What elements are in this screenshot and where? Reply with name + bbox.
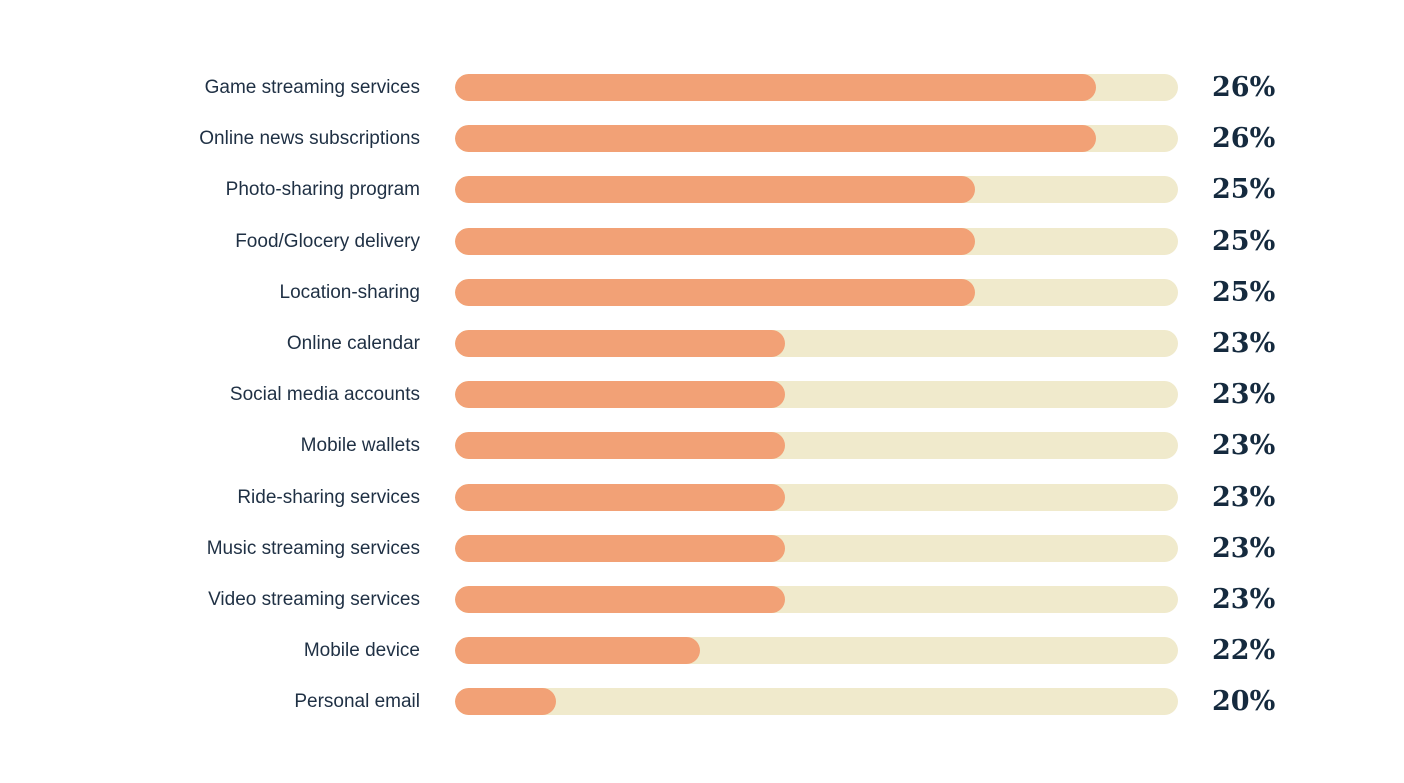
category-label: Social media accounts — [229, 384, 420, 406]
value-label: 20% — [1212, 686, 1276, 718]
category-label: Online calendar — [286, 332, 420, 354]
bar-fill — [455, 176, 975, 204]
bar-fill — [455, 381, 785, 409]
bar-fill — [455, 278, 975, 306]
category-label: Mobile device — [303, 640, 420, 662]
bar-track — [455, 74, 1178, 101]
chart-row: Online calendar 23% — [0, 327, 1404, 359]
bar-track — [455, 432, 1178, 460]
category-label: Location-sharing — [279, 281, 420, 303]
value-label: 23% — [1212, 583, 1276, 615]
bar-track — [455, 329, 1178, 357]
bar-track — [455, 278, 1178, 306]
bar-fill — [455, 329, 785, 357]
value-label: 26% — [1212, 123, 1276, 155]
value-label: 25% — [1212, 225, 1276, 257]
bar-fill — [455, 483, 785, 511]
chart-row: Game streaming services 26% — [0, 74, 1404, 101]
bar-track — [455, 125, 1178, 153]
value-label: 22% — [1212, 635, 1276, 667]
chart-row: Ride-sharing services 23% — [0, 481, 1404, 513]
bar-fill — [455, 637, 701, 665]
chart-row: Photo-sharing program 25% — [0, 174, 1404, 206]
chart-row: Food/Glocery delivery 25% — [0, 225, 1404, 257]
value-label: 23% — [1212, 481, 1276, 513]
category-label: Mobile wallets — [300, 435, 420, 457]
chart-row: Mobile wallets 23% — [0, 430, 1404, 462]
value-label: 23% — [1212, 327, 1276, 359]
category-label: Music streaming services — [206, 537, 420, 559]
category-label: Ride-sharing services — [237, 486, 420, 508]
bar-fill — [455, 432, 785, 460]
bar-fill — [455, 227, 975, 255]
category-label: Video streaming services — [208, 588, 420, 610]
bar-track — [455, 585, 1178, 613]
value-label: 23% — [1212, 532, 1276, 564]
bar-fill — [455, 534, 785, 562]
chart-row: Social media accounts 23% — [0, 379, 1404, 411]
category-label: Game streaming services — [204, 77, 420, 98]
bar-fill — [455, 125, 1096, 153]
category-label: Food/Glocery delivery — [235, 230, 420, 252]
value-label: 23% — [1212, 379, 1276, 411]
chart-row: Video streaming services 23% — [0, 583, 1404, 615]
value-label: 25% — [1212, 276, 1276, 308]
chart-row: Location-sharing 25% — [0, 276, 1404, 308]
chart-row: Personal email 20% — [0, 686, 1404, 718]
value-label: 25% — [1212, 174, 1276, 206]
bar-fill — [455, 585, 785, 613]
bar-track — [455, 483, 1178, 511]
category-label: Online news subscriptions — [199, 128, 420, 150]
category-label: Photo-sharing program — [225, 179, 420, 201]
value-label: 26% — [1212, 72, 1276, 103]
chart-row: Online news subscriptions 26% — [0, 123, 1404, 155]
bar-track — [455, 534, 1178, 562]
value-label: 23% — [1212, 430, 1276, 462]
chart-row: Mobile device 22% — [0, 635, 1404, 667]
bar-track — [455, 688, 1178, 716]
bar-fill — [455, 688, 557, 716]
bar-track — [455, 637, 1178, 665]
category-label: Personal email — [294, 691, 420, 713]
chart-row: Music streaming services 23% — [0, 532, 1404, 564]
bar-fill — [455, 74, 1096, 101]
bar-track — [455, 227, 1178, 255]
bar-track — [455, 176, 1178, 204]
bar-track — [455, 381, 1178, 409]
